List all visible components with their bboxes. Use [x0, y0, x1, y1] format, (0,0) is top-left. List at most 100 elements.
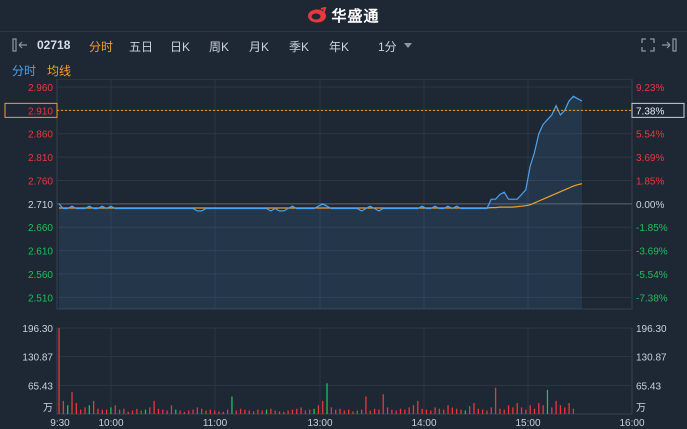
period-select[interactable]: 1分: [378, 40, 397, 54]
volume-bar: [274, 410, 276, 414]
volume-bar: [92, 400, 95, 414]
logo-text: 华盛通: [331, 7, 380, 25]
volume-bar: [196, 407, 199, 414]
volume-bar: [118, 409, 121, 414]
volume-bar: [343, 410, 345, 414]
price-line: [58, 95, 583, 212]
chevron-down-icon[interactable]: [404, 43, 412, 48]
time-tick-label: 13:00: [307, 418, 332, 429]
volume-bar: [486, 410, 488, 414]
logo-icon: [308, 7, 327, 23]
tab-year-k[interactable]: 年K: [329, 40, 350, 54]
volume-bar: [62, 400, 65, 414]
volume-bar: [265, 409, 268, 414]
volume-bar: [231, 396, 233, 414]
volume-bar: [317, 405, 320, 414]
volume-bar: [499, 408, 501, 414]
tab-week-k[interactable]: 周K: [209, 40, 230, 54]
time-tick-label: 10:00: [98, 418, 123, 429]
volume-bar: [412, 405, 415, 414]
price-tick-label: 2.960: [28, 83, 53, 94]
volume-bar: [209, 409, 211, 414]
volume-bar: [300, 407, 302, 414]
volume-bar: [183, 411, 186, 414]
price-tick-label: 2.660: [28, 223, 53, 234]
volume-bar: [88, 405, 90, 414]
volume-tick-label: 130.87: [636, 353, 667, 364]
tab-fenshi[interactable]: 分时: [89, 40, 114, 54]
crosshair-labels: 2.910 7.38%: [4, 102, 685, 118]
tab-five-day[interactable]: 五日: [129, 40, 154, 54]
volume-bar: [516, 403, 518, 414]
volume-bar: [214, 410, 216, 414]
volume-bar: [525, 409, 527, 414]
volume-bar: [84, 407, 86, 414]
tab-month-k[interactable]: 月K: [249, 40, 270, 54]
volume-bar: [434, 407, 436, 414]
volume-bar: [542, 405, 544, 414]
volume-bar: [335, 409, 337, 414]
tab-day-k[interactable]: 日K: [170, 40, 191, 54]
volume-bar: [425, 409, 428, 414]
expand-sidebar-icon[interactable]: [12, 38, 28, 52]
volume-bar: [127, 411, 129, 414]
price-tick-label: 2.810: [28, 153, 53, 164]
volume-bar: [291, 409, 294, 414]
volume-bar: [261, 410, 263, 414]
volume-bar: [386, 407, 389, 414]
volume-bar: [473, 403, 475, 414]
pct-tick-label: 0.00%: [636, 200, 664, 211]
volume-bar: [417, 400, 419, 414]
volume-bar: [322, 400, 324, 414]
volume-bar: [512, 407, 514, 414]
volume-bar: [201, 408, 203, 414]
volume-bar: [404, 409, 406, 414]
volume-bar: [257, 409, 259, 414]
volume-bar: [330, 407, 333, 414]
volume-bar: [144, 409, 147, 414]
volume-bar: [114, 405, 116, 414]
volume-bar: [538, 403, 540, 414]
volume-bar: [140, 410, 142, 414]
volume-bar: [365, 396, 367, 414]
volume-bar: [546, 389, 549, 414]
pct-tick-label: 9.23%: [636, 83, 664, 94]
volume-unit-label: 万: [43, 403, 53, 414]
volume-bar: [360, 409, 363, 414]
volume-bar: [533, 408, 536, 414]
intraday-chart[interactable]: 2.960 2.910 2.860 2.810 2.760 2.710 2.660 2.610…: [0, 79, 687, 429]
volume-bar: [456, 408, 458, 414]
volume-bar: [572, 408, 575, 414]
fullscreen-icon[interactable]: [641, 38, 655, 52]
time-tick-label: 11:00: [203, 418, 228, 429]
avg-line-label[interactable]: 均线: [47, 64, 72, 78]
pct-tick-label: 1.85%: [636, 176, 664, 187]
crosshair-pct: 7.38%: [636, 106, 664, 117]
crosshair-price-box: [4, 102, 58, 118]
volume-bar: [283, 411, 285, 414]
volume-bar: [326, 383, 328, 414]
crosshair-price: 2.910: [28, 106, 53, 117]
volume-bar: [218, 411, 220, 414]
volume-bar: [131, 410, 134, 414]
volume-panel-frame: [56, 327, 633, 415]
grid-lines: [57, 79, 632, 414]
price-tick-label: 2.560: [28, 270, 53, 281]
volume-bar: [421, 408, 423, 414]
collapse-panel-icon[interactable]: [661, 38, 677, 52]
volume-tick-label: 65.43: [636, 381, 661, 392]
volume-bar: [244, 409, 246, 414]
volume-bar: [235, 410, 237, 414]
volume-bar: [105, 409, 108, 414]
volume-bar: [162, 409, 164, 414]
stock-code: 02718: [37, 38, 71, 52]
volume-bar: [58, 328, 60, 414]
time-tick-label: 14:00: [411, 418, 436, 429]
volume-bar: [477, 408, 479, 414]
volume-bar: [71, 392, 73, 414]
fenshi-label[interactable]: 分时: [12, 64, 37, 78]
volume-bar: [568, 403, 570, 414]
price-panel-frame: [56, 79, 633, 310]
tab-quarter-k[interactable]: 季K: [289, 40, 310, 54]
volume-bar: [278, 411, 281, 414]
